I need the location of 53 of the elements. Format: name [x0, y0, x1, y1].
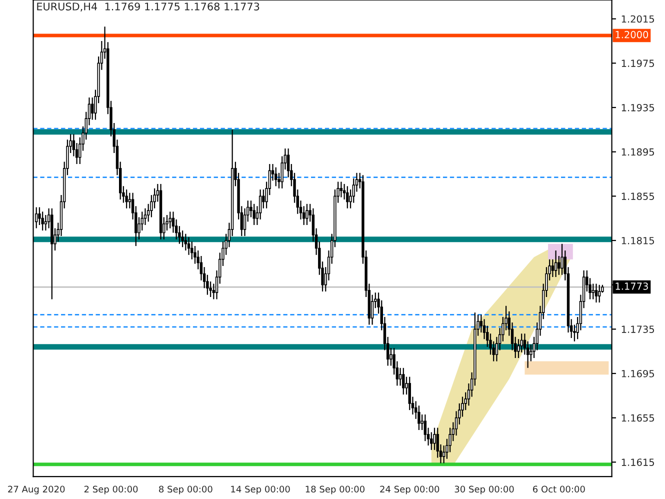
candlestick: [90, 96, 94, 120]
candlestick: [252, 203, 256, 226]
candlestick: [390, 347, 392, 366]
candlestick: [184, 233, 188, 252]
candlestick: [418, 405, 420, 431]
candlestick: [274, 166, 278, 187]
candlestick: [181, 230, 184, 248]
candlestick: [592, 283, 594, 300]
y-tick-label: 1.2015: [622, 15, 654, 23]
candlestick: [41, 211, 44, 232]
candlestick: [168, 211, 172, 229]
candlestick: [340, 181, 343, 198]
x-tick-label: 8 Sep 00:00: [159, 486, 212, 494]
y-tick-label: 1.1615: [622, 458, 654, 466]
x-tick-label: 2 Sep 00:00: [84, 486, 138, 494]
candlestick: [190, 241, 194, 260]
candlestick: [398, 367, 402, 386]
y-tick-label: 1.1895: [622, 148, 654, 156]
x-tick-label: 14 Sep 00:00: [231, 486, 290, 494]
x-tick-label: 24 Sep 00:00: [380, 486, 440, 494]
candlestick: [598, 284, 601, 304]
x-tick-label: 30 Sep 00:00: [454, 486, 514, 494]
candlestick: [262, 188, 265, 209]
ref-line-label: 1.2000: [616, 30, 648, 38]
y-tick-label: 1.1855: [622, 192, 654, 200]
x-tick-label: 6 Oct 00:00: [533, 486, 585, 493]
candlestick: [306, 203, 308, 226]
candlestick: [558, 255, 560, 276]
candlestick: [433, 427, 436, 450]
x-tick-label: 27 Aug 2020: [8, 486, 65, 494]
candlestick: [560, 243, 564, 276]
ref-line-label: 1.1773: [616, 282, 648, 290]
candlestick: [424, 414, 427, 442]
y-tick-label: 1.1695: [622, 370, 654, 378]
candlestick: [430, 432, 433, 450]
x-tick-label: 18 Sep 00:00: [306, 486, 364, 494]
y-tick-label: 1.1735: [622, 326, 654, 333]
candlestick: [187, 236, 190, 256]
y-tick-label: 1.1935: [622, 104, 654, 112]
y-tick-label: 1.1815: [622, 236, 654, 244]
candlestick: [408, 376, 411, 411]
candlestick: [128, 192, 132, 209]
candlestick: [370, 294, 374, 326]
y-tick-label: 1.1975: [622, 60, 654, 67]
candlestick: [346, 186, 349, 209]
candlestick: [554, 250, 558, 278]
chart-title: EURUSD,H4 1.1769 1.1775 1.1768 1.1773: [37, 2, 260, 12]
candlestick: [551, 258, 554, 278]
candlestick: [420, 414, 424, 431]
candlestick: [402, 367, 405, 396]
candlestick: [594, 283, 598, 304]
candlestick: [125, 188, 128, 209]
y-tick-label: 1.1655: [622, 414, 654, 422]
